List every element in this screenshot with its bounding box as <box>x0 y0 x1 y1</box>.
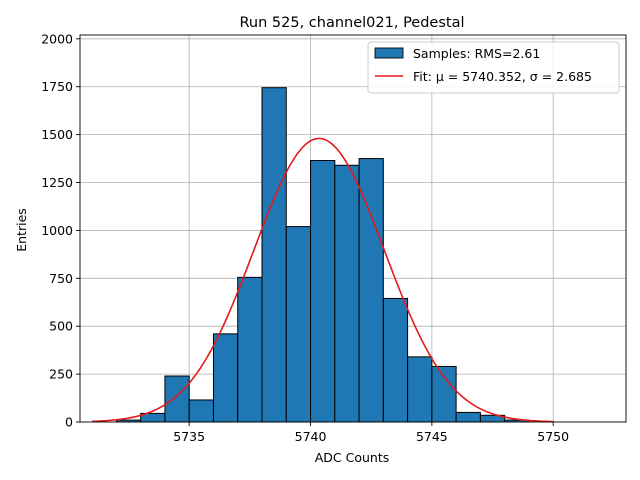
y-tick-label: 2000 <box>41 31 73 46</box>
histogram-bar <box>382 297 409 423</box>
y-tick-label: 750 <box>49 271 73 286</box>
y-tick-label: 1750 <box>41 79 73 94</box>
fit-curve <box>92 137 554 423</box>
histogram-bar <box>237 276 263 423</box>
histogram-bar <box>261 87 287 423</box>
y-tick-label: 1250 <box>41 175 73 190</box>
y-tick-label: 0 <box>65 415 73 430</box>
histogram-bar <box>334 164 360 423</box>
x-tick-label: 5750 <box>537 429 569 444</box>
legend-samples-patch <box>374 47 404 59</box>
histogram-bar <box>212 333 239 423</box>
y-ticks: 0 250 500 750 1000 1250 1500 1750 2000 <box>41 31 80 430</box>
histogram-bar <box>358 158 384 423</box>
histogram-bar <box>431 365 457 423</box>
histogram-bar <box>164 375 190 423</box>
x-tick-label: 5740 <box>295 429 327 444</box>
chart-title: Run 525, channel021, Pedestal <box>239 15 464 31</box>
x-tick-label: 5745 <box>416 429 448 444</box>
y-tick-label: 1000 <box>41 223 73 238</box>
legend: Samples: RMS=2.61 Fit: μ = 5740.352, σ =… <box>367 41 620 94</box>
histogram-bar <box>188 399 214 423</box>
x-tick-label: 5735 <box>173 429 205 444</box>
axes-frame <box>79 34 627 423</box>
legend-box <box>367 41 620 94</box>
histogram-bars <box>115 87 530 423</box>
x-ticks: 5735 5740 5745 5750 <box>173 422 569 444</box>
legend-fit-label: Fit: μ = 5740.352, σ = 2.685 <box>413 69 592 84</box>
legend-samples-label: Samples: RMS=2.61 <box>413 46 540 61</box>
y-tick-label: 1500 <box>41 127 73 142</box>
histogram-bar <box>310 159 336 423</box>
x-axis-label: ADC Counts <box>315 450 390 465</box>
histogram-bar <box>407 356 433 423</box>
y-axis-label: Entries <box>14 208 29 252</box>
y-tick-label: 250 <box>49 367 73 382</box>
y-tick-label: 500 <box>49 319 73 334</box>
histogram-bar <box>455 411 481 423</box>
histogram-bar <box>285 226 312 423</box>
